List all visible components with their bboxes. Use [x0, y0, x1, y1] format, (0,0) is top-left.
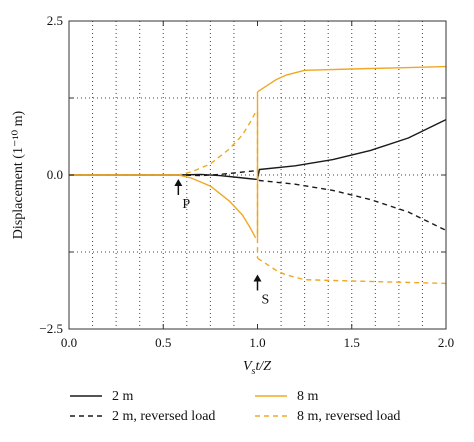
y-tick-label: −2.5 — [39, 321, 63, 336]
series-lines — [69, 65, 447, 285]
legend-label: 2 m — [112, 389, 134, 404]
x-axis-label: Vst/Z — [243, 359, 271, 377]
x-tick-label: 2.0 — [438, 335, 454, 350]
series-line — [69, 111, 257, 176]
series-line — [257, 65, 447, 93]
annotation-label: S — [262, 292, 270, 307]
annotation-arrowhead — [253, 274, 262, 282]
x-tick-label: 1.5 — [344, 335, 360, 350]
annotation-arrowhead — [174, 179, 183, 186]
series-line — [69, 174, 257, 239]
annotation-label: P — [182, 197, 190, 212]
y-axis-label: Displacement (1⁻¹⁰ m) — [11, 110, 26, 239]
x-tick-label: 1.0 — [249, 335, 265, 350]
y-tick-label: 0.0 — [47, 167, 63, 182]
x-tick-label: 0.5 — [155, 335, 171, 350]
annotations: PS — [174, 179, 269, 307]
legend-label: 8 m — [297, 389, 319, 404]
x-tick-label: 0.0 — [61, 335, 77, 350]
series-line — [257, 257, 447, 285]
ticks: 0.0 0.5 1.0 1.5 2.0−2.50.02.5 — [39, 13, 454, 350]
legend-label: 8 m, reversed load — [297, 409, 400, 424]
legend-label: 2 m, reversed load — [112, 409, 215, 424]
legend: 2 m 2 m, reversed load 8 m 8 m, reversed lo… — [70, 389, 400, 424]
y-tick-label: 2.5 — [47, 13, 63, 28]
